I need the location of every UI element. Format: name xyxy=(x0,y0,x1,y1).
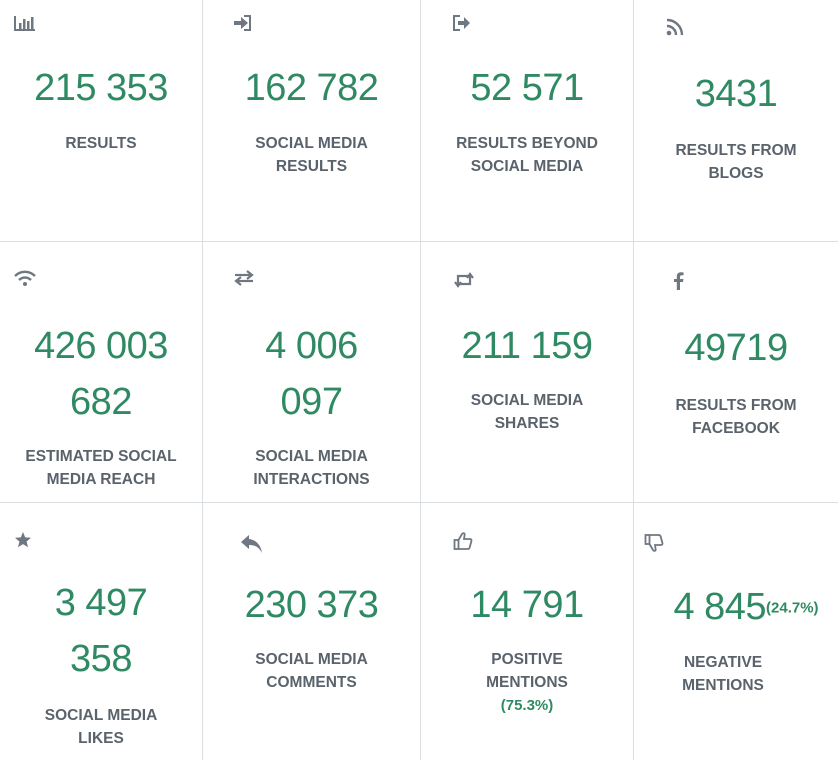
negative-percent: (24.7%) xyxy=(766,599,819,617)
tile-negative-mentions: 4 845(24.7%) NEGATIVE MENTIONS xyxy=(634,503,838,760)
star-icon xyxy=(14,531,38,555)
social-media-results-label-2: RESULTS xyxy=(275,158,348,175)
likes-label-1: SOCIAL MEDIA xyxy=(44,707,158,724)
reach-label-1: ESTIMATED SOCIAL xyxy=(25,448,177,465)
reach-value-line1: 426 003 xyxy=(34,325,168,367)
social-media-results-label-1: SOCIAL MEDIA xyxy=(255,135,368,152)
comments-label-2: COMMENTS xyxy=(266,674,357,691)
negative-value: 4 845 xyxy=(673,586,767,628)
likes-label-2: LIKES xyxy=(78,730,124,747)
shares-value: 211 159 xyxy=(461,325,593,367)
tile-results-facebook: 49719 RESULTS FROM FACEBOOK xyxy=(634,242,838,503)
retweet-icon xyxy=(453,272,477,296)
facebook-label-1: RESULTS FROM xyxy=(675,397,797,414)
sign-in-icon xyxy=(233,14,257,38)
negative-label-2: MENTIONS xyxy=(682,677,764,694)
tile-social-interactions: 4 006 097 SOCIAL MEDIA INTERACTIONS xyxy=(203,242,421,503)
tile-results-beyond-social: 52 571 RESULTS BEYOND SOCIAL MEDIA xyxy=(421,0,634,242)
facebook-label-2: FACEBOOK xyxy=(692,420,780,437)
exchange-icon xyxy=(233,270,257,294)
tile-results-from-blogs: 3431 RESULTS FROM BLOGS xyxy=(634,0,838,242)
results-value: 215 353 xyxy=(34,67,168,109)
positive-label-2: MENTIONS xyxy=(486,674,568,691)
results-beyond-value: 52 571 xyxy=(470,67,584,109)
likes-value-line2: 358 xyxy=(70,638,132,680)
positive-label-1: POSITIVE xyxy=(491,651,563,668)
results-beyond-label-2: SOCIAL MEDIA xyxy=(470,158,584,175)
tile-social-shares: 211 159 SOCIAL MEDIA SHARES xyxy=(421,242,634,503)
comments-value: 230 373 xyxy=(244,584,379,626)
sign-out-icon xyxy=(453,14,477,38)
blogs-label-1: RESULTS FROM xyxy=(675,142,797,159)
reach-value-line2: 682 xyxy=(70,381,132,423)
positive-value: 14 791 xyxy=(470,584,584,626)
facebook-value: 49719 xyxy=(684,327,788,369)
comments-label-1: SOCIAL MEDIA xyxy=(255,651,368,668)
tile-social-likes: 3 497 358 SOCIAL MEDIA LIKES xyxy=(0,503,203,760)
interactions-label-1: SOCIAL MEDIA xyxy=(255,448,368,465)
tile-results: 215 353 RESULTS xyxy=(0,0,203,242)
shares-label-2: SHARES xyxy=(494,415,560,432)
interactions-value-line2: 097 xyxy=(280,381,343,423)
tile-social-media-results: 162 782 SOCIAL MEDIA RESULTS xyxy=(203,0,421,242)
bar-chart-icon xyxy=(14,14,38,38)
blogs-label-2: BLOGS xyxy=(708,165,764,182)
social-media-results-value: 162 782 xyxy=(244,67,379,109)
interactions-value-line1: 4 006 xyxy=(265,325,358,367)
positive-percent: (75.3%) xyxy=(500,697,554,714)
reach-label-2: MEDIA REACH xyxy=(46,471,156,488)
thumbs-down-icon xyxy=(644,533,668,557)
results-label: RESULTS xyxy=(65,135,137,152)
tile-positive-mentions: 14 791 POSITIVE MENTIONS (75.3%) xyxy=(421,503,634,760)
thumbs-up-icon xyxy=(453,531,477,555)
likes-value-line1: 3 497 xyxy=(54,582,148,624)
reply-icon xyxy=(239,533,263,557)
results-beyond-label-1: RESULTS BEYOND xyxy=(456,135,598,152)
shares-label-1: SOCIAL MEDIA xyxy=(470,392,584,409)
wifi-icon xyxy=(14,270,38,294)
blogs-value: 3431 xyxy=(694,73,778,115)
tile-social-comments: 230 373 SOCIAL MEDIA COMMENTS xyxy=(203,503,421,760)
negative-label-1: NEGATIVE xyxy=(683,654,763,671)
rss-icon xyxy=(666,18,690,42)
interactions-label-2: INTERACTIONS xyxy=(253,471,370,488)
tile-estimated-reach: 426 003 682 ESTIMATED SOCIAL MEDIA REACH xyxy=(0,242,203,503)
facebook-icon xyxy=(672,272,696,296)
